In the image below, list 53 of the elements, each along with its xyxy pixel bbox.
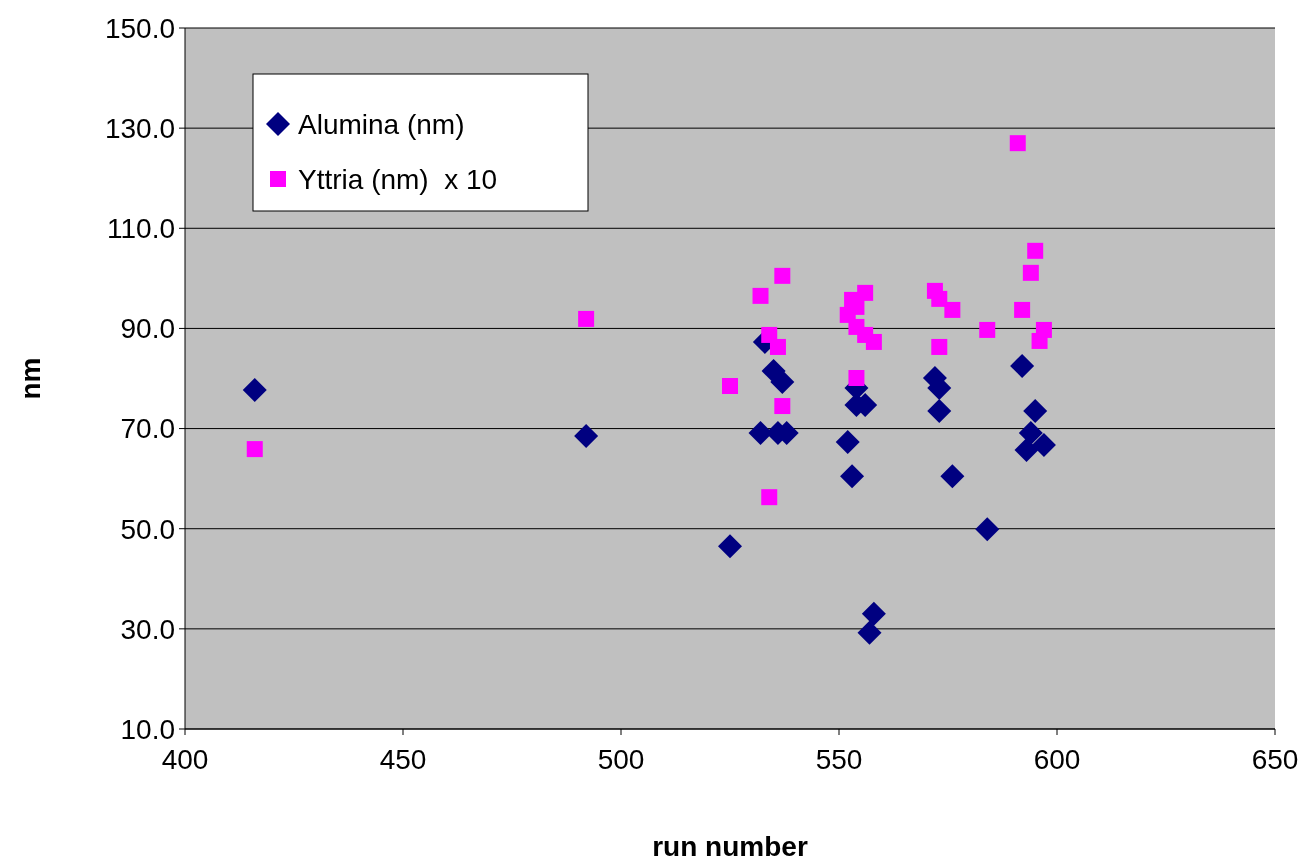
- y-tick-label: 130.0: [104, 112, 175, 144]
- point: [718, 534, 742, 559]
- point: [752, 287, 769, 304]
- point: [865, 333, 882, 350]
- point: [242, 378, 267, 403]
- point: [861, 601, 886, 626]
- x-tick-label: 600: [1033, 744, 1081, 775]
- y-tick-label: 110.0: [107, 213, 175, 245]
- point: [774, 267, 791, 284]
- point: [840, 464, 865, 489]
- point: [761, 489, 778, 506]
- point: [857, 620, 882, 645]
- y-tick-label: 150.0: [104, 12, 175, 44]
- x-tick-label: 650: [1251, 744, 1299, 775]
- point: [246, 441, 263, 458]
- point: [1031, 433, 1056, 458]
- x-tick-label: 450: [379, 744, 427, 775]
- legend-label: Yttria (nm) x 10: [298, 163, 498, 195]
- y-axis-title: nm: [15, 357, 46, 400]
- point: [1010, 353, 1035, 378]
- point: [848, 370, 865, 386]
- y-tick-label: 10.0: [120, 713, 175, 745]
- point: [944, 301, 961, 318]
- point: [774, 398, 791, 415]
- point: [931, 338, 948, 355]
- y-tick-label: 30.0: [120, 613, 175, 645]
- point: [835, 430, 860, 455]
- point: [722, 378, 738, 395]
- point: [1014, 301, 1031, 318]
- point: [979, 321, 996, 338]
- point: [975, 517, 1000, 542]
- y-tick-label: 70.0: [120, 413, 175, 445]
- point: [927, 399, 952, 424]
- x-axis-title: run number: [652, 831, 808, 862]
- y-tick-label: 50.0: [120, 513, 175, 545]
- point: [578, 310, 595, 327]
- point: [1027, 242, 1044, 259]
- point: [1009, 135, 1026, 152]
- point: [1022, 264, 1039, 281]
- point: [770, 370, 795, 395]
- point: [1014, 438, 1039, 463]
- point: [1023, 399, 1048, 424]
- x-tick-label: 500: [597, 744, 645, 775]
- y-tick-label: 90.0: [120, 313, 175, 345]
- point: [1031, 332, 1048, 349]
- x-tick-label: 400: [161, 744, 209, 775]
- point: [940, 464, 965, 489]
- x-tick-label: 550: [815, 744, 863, 775]
- point: [574, 424, 599, 449]
- point: [1018, 421, 1043, 446]
- legend-label: Alumina (nm): [298, 108, 465, 140]
- point: [931, 290, 948, 307]
- point: [769, 338, 786, 355]
